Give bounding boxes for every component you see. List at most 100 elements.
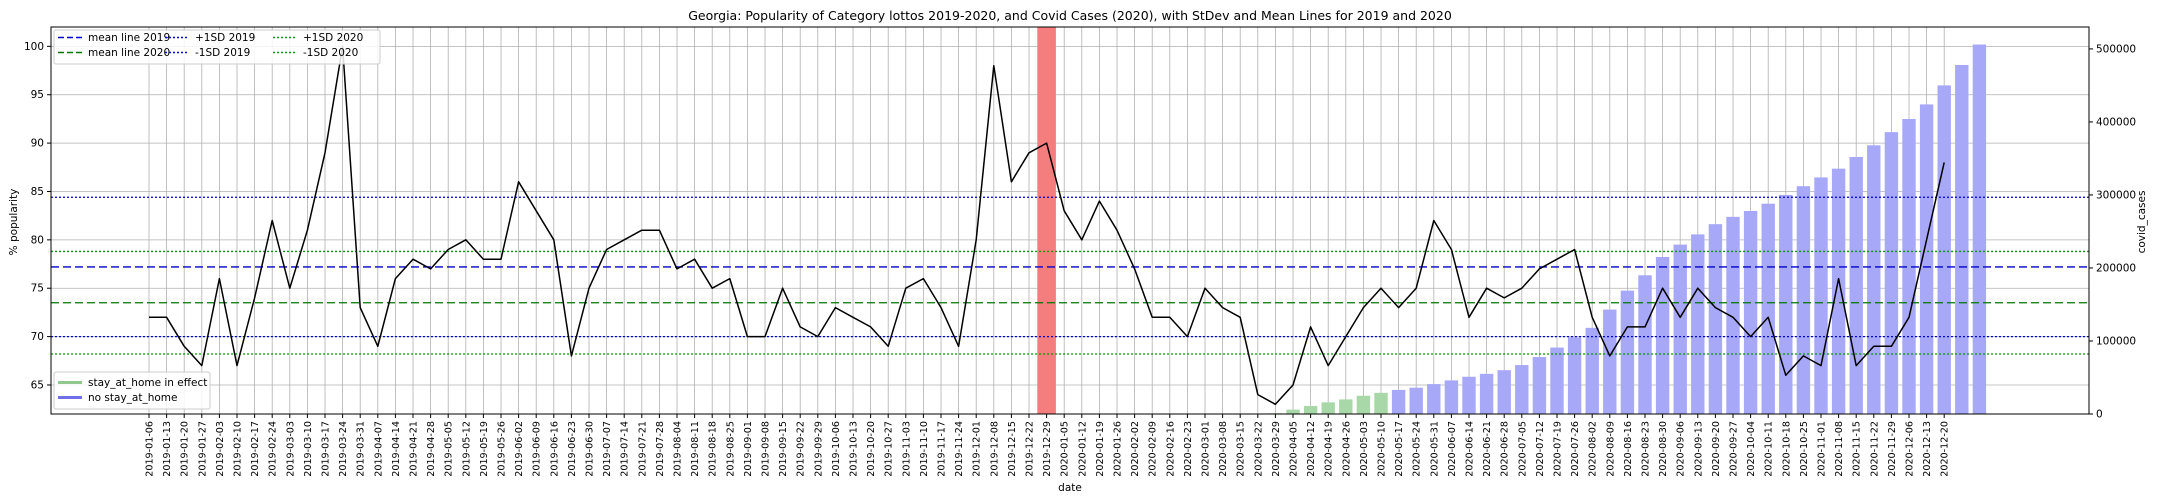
popularity-series xyxy=(149,45,1945,406)
covid-bar xyxy=(1374,392,1388,414)
x-tick-label: 2020-10-04 xyxy=(1746,421,1757,477)
x-tick-label: 2019-02-03 xyxy=(215,421,226,477)
x-tick-label: 2019-06-09 xyxy=(532,421,543,477)
x-tick-label: 2019-10-20 xyxy=(866,421,877,477)
x-tick-label: 2020-07-12 xyxy=(1535,421,1546,477)
legend-lines: mean line 2019 mean line 2020 +1SD 2019 -1S… xyxy=(53,29,381,65)
x-tick-label: 2019-03-31 xyxy=(356,421,367,477)
covid-bar xyxy=(1479,373,1494,414)
x-tick-label: 2020-06-21 xyxy=(1482,421,1493,477)
x-tick-label: 2019-04-07 xyxy=(373,421,384,477)
covid-bar xyxy=(1567,337,1582,414)
x-tick-label: 2020-09-13 xyxy=(1693,421,1704,477)
x-tick-label: 2019-03-03 xyxy=(285,421,296,477)
covid-bar xyxy=(1655,257,1670,414)
x-axis-label: date xyxy=(1058,482,1082,494)
covid-bar xyxy=(1884,132,1899,415)
x-tick-label: 2020-07-26 xyxy=(1570,421,1581,477)
x-tick-label: 2019-07-14 xyxy=(620,421,631,477)
x-tick-label: 2019-12-08 xyxy=(989,421,1000,477)
covid-bar xyxy=(1585,327,1599,414)
x-tick-label: 2020-03-22 xyxy=(1253,421,1264,477)
covid-bar xyxy=(1356,395,1371,414)
x-tick-label: 2019-05-26 xyxy=(497,421,508,477)
covid-bar xyxy=(1391,389,1406,414)
x-tick-label: 2020-05-03 xyxy=(1359,421,1370,477)
x-tick-label: 2019-12-01 xyxy=(972,421,983,477)
legend-line-label: +1SD 2019 xyxy=(195,32,255,44)
covid-bar xyxy=(1831,168,1846,414)
covid-bar xyxy=(1286,409,1300,414)
covid-bar xyxy=(1444,380,1459,414)
x-tick-label: 2020-09-06 xyxy=(1676,421,1687,477)
y-tick-label: 75 xyxy=(31,283,44,295)
covid-bar xyxy=(1902,119,1916,414)
x-tick-label: 2019-01-06 xyxy=(145,421,156,477)
x-tick-label: 2019-09-01 xyxy=(743,421,754,477)
covid-bar xyxy=(1867,145,1881,414)
x-tick-label: 2020-04-12 xyxy=(1306,421,1317,477)
x-tick-label: 2020-07-05 xyxy=(1517,421,1528,477)
x-tick-label: 2019-06-02 xyxy=(514,421,525,477)
covid-bar xyxy=(1673,244,1687,414)
x-tick-label: 2020-04-19 xyxy=(1324,421,1335,477)
legend-bar-label: stay_at_home in effect xyxy=(88,377,207,389)
legend-bars: stay_at_home in effect no stay_at_home xyxy=(53,371,211,410)
x-tick-label: 2019-05-19 xyxy=(479,421,490,477)
x-tick-label: 2019-04-21 xyxy=(409,421,420,477)
x-tick-label: 2019-04-28 xyxy=(426,421,437,477)
legend-lines-box xyxy=(53,29,381,65)
covid-bars xyxy=(1268,44,1987,415)
x-tick-label: 2020-10-11 xyxy=(1764,421,1775,477)
legend-bar-label: no stay_at_home xyxy=(88,392,177,404)
y2-tick-label: 500000 xyxy=(2096,43,2136,55)
x-tick-label: 2020-09-20 xyxy=(1711,421,1722,477)
x-tick-label: 2019-10-27 xyxy=(884,421,895,477)
x-tick-label: 2019-09-08 xyxy=(761,421,772,477)
grid-lines xyxy=(51,27,2089,414)
x-tick-label: 2020-03-01 xyxy=(1201,421,1212,477)
legend-line-label: -1SD 2020 xyxy=(303,47,358,59)
covid-bar xyxy=(1955,64,1969,414)
x-tick-label: 2020-08-23 xyxy=(1641,421,1652,477)
x-tick-label: 2020-08-02 xyxy=(1588,421,1599,477)
x-tick-label: 2020-05-31 xyxy=(1429,421,1440,477)
legend-bars-box xyxy=(53,371,211,410)
x-tick-label: 2020-12-06 xyxy=(1905,421,1916,477)
covid-bar xyxy=(1743,211,1758,414)
covid-bar xyxy=(1638,275,1652,414)
x-tick-label: 2020-02-16 xyxy=(1165,421,1176,477)
y2-tick-label: 100000 xyxy=(2096,335,2136,347)
plot-frame xyxy=(50,26,2090,415)
legend-line-label: mean line 2020 xyxy=(88,47,170,59)
covid-bar xyxy=(1303,405,1318,414)
y-tick-label: 90 xyxy=(31,138,44,150)
x-tick-label: 2020-05-24 xyxy=(1412,421,1423,477)
x-tick-label: 2019-08-18 xyxy=(708,421,719,477)
reference-lines xyxy=(51,196,2089,355)
x-tick-label: 2019-11-10 xyxy=(919,421,930,477)
y2-tick-label: 300000 xyxy=(2096,189,2136,201)
x-tick-label: 2020-04-05 xyxy=(1289,421,1300,477)
x-tick-label: 2019-04-14 xyxy=(391,421,402,477)
x-tick-label: 2019-11-03 xyxy=(901,421,912,477)
y-axis-label: % popularity xyxy=(8,189,20,256)
x-tick-label: 2020-02-09 xyxy=(1148,421,1159,477)
x-tick-label: 2019-05-05 xyxy=(444,421,455,477)
x-tick-label: 2019-09-22 xyxy=(796,421,807,477)
x-tick-label: 2020-05-10 xyxy=(1377,421,1388,477)
covid-bar xyxy=(1603,309,1617,414)
covid-bar xyxy=(1937,85,1951,414)
legend-line-label: +1SD 2020 xyxy=(303,32,363,44)
covid-bar xyxy=(1814,177,1828,414)
y-tick-label: 80 xyxy=(31,234,44,246)
covid-bar xyxy=(1726,216,1740,414)
covid-bar xyxy=(1691,234,1705,414)
covid-bar xyxy=(1761,203,1775,414)
covid-bar xyxy=(1321,402,1335,414)
x-tick-label: 2020-08-16 xyxy=(1623,421,1634,477)
x-tick-label: 2019-05-12 xyxy=(461,421,472,477)
x-tick-label: 2019-07-28 xyxy=(655,421,666,477)
x-tick-label: 2019-03-10 xyxy=(303,421,314,477)
